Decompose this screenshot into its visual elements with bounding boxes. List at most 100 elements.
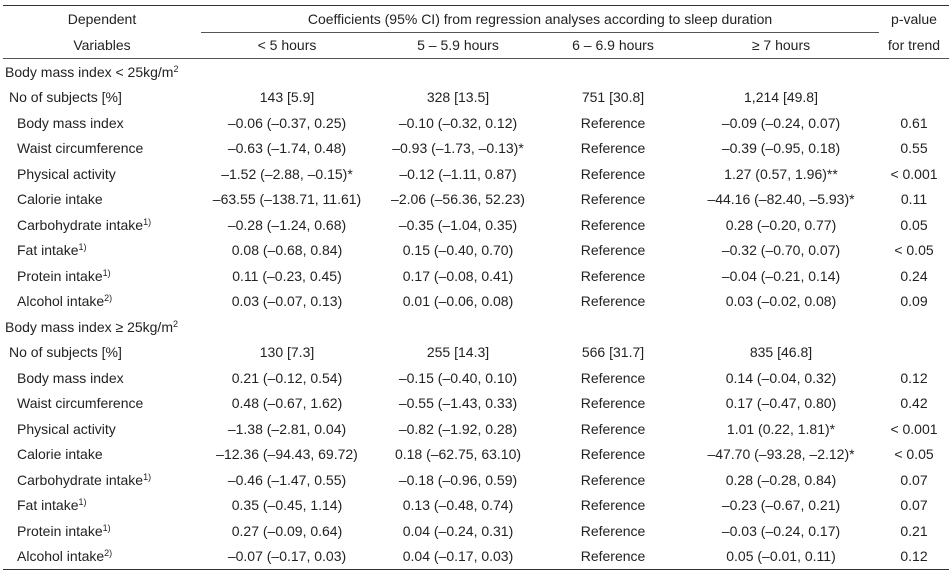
p-value-cell: 0.12 — [879, 543, 949, 570]
subjects-label: No of subjects [%] — [9, 89, 122, 106]
p-value-cell: 0.21 — [900, 522, 928, 539]
subjects-p-empty — [879, 85, 949, 111]
subjects-row: No of subjects [%] 143 [5.9] 328 [13.5] 751… — [3, 85, 949, 111]
coefficient-cell: –1.38 (–2.81, 0.04) — [227, 420, 347, 437]
coefficient-cell: 0.04 (–0.17, 0.03) — [373, 543, 543, 570]
coefficient-cell: –1.52 (–2.88, –0.15)* — [221, 165, 353, 182]
row-label: Fat intake1) — [3, 493, 201, 519]
table-row: Alcohol intake2) 0.03 (–0.07, 0.13) 0.01 (… — [3, 289, 949, 315]
coefficient-cell: 0.35 (–0.45, 1.14) — [231, 497, 343, 514]
p-value-cell: < 0.001 — [890, 420, 938, 437]
p-value-cell: < 0.05 — [894, 446, 934, 463]
coefficient-cell: –0.32 (–0.70, 0.07) — [721, 242, 841, 259]
row-label-footnote: 1) — [78, 242, 87, 253]
row-label: Waist circumference — [3, 391, 201, 417]
coefficient-cell: –0.46 (–1.47, 0.55) — [227, 471, 347, 488]
header-dependent: Dependent — [3, 5, 201, 32]
row-label-text: Carbohydrate intake — [17, 216, 144, 233]
row-label-footnote: 1) — [143, 471, 152, 482]
p-value-cell: < 0.001 — [890, 165, 938, 182]
coefficient-cell: –0.55 (–1.43, 0.33) — [398, 395, 518, 412]
coefficient-cell: 0.05 (–0.01, 0.11) — [683, 543, 879, 570]
coefficient-cell: –0.18 (–0.96, 0.59) — [398, 471, 518, 488]
coefficient-cell: Reference — [580, 242, 646, 259]
header-coefficients: Coefficients (95% CI) from regression an… — [201, 5, 879, 33]
regression-table: Dependent Coefficients (95% CI) from reg… — [3, 5, 949, 570]
row-label: Calorie intake — [3, 187, 201, 213]
row-label-text: Protein intake — [17, 267, 103, 284]
row-label-footnote: 2) — [104, 293, 113, 304]
coefficient-cell: –0.03 (–0.24, 0.17) — [721, 522, 841, 539]
table-row: Body mass index –0.06 (–0.37, 0.25) –0.10 … — [3, 110, 949, 136]
table-row: Carbohydrate intake1) –0.28 (–1.24, 0.68)… — [3, 212, 949, 238]
row-label-text: Calorie intake — [17, 191, 103, 208]
coefficient-cell: –0.15 (–0.40, 0.10) — [398, 369, 518, 386]
coefficient-cell: 0.03 (–0.07, 0.13) — [231, 293, 343, 310]
coefficient-cell: 0.17 (–0.47, 0.80) — [725, 395, 837, 412]
row-label: Physical activity — [3, 416, 201, 442]
group-title-sup: 2 — [173, 63, 179, 74]
row-label: Fat intake1) — [3, 238, 201, 264]
group-title-row: Body mass index < 25kg/m2 — [3, 59, 949, 85]
coefficient-cell: 0.48 (–0.67, 1.62) — [231, 395, 343, 412]
coefficient-cell: 0.27 (–0.09, 0.64) — [231, 522, 343, 539]
p-value-cell: < 0.05 — [894, 242, 934, 259]
row-label-text: Fat intake — [17, 242, 79, 259]
row-label: Waist circumference — [3, 136, 201, 162]
coefficient-cell: Reference — [580, 497, 646, 514]
coefficient-cell: Reference — [580, 267, 646, 284]
header-col-5-5.9: 5 – 5.9 hours — [373, 32, 543, 59]
row-label: Carbohydrate intake1) — [3, 467, 201, 493]
table-row: Fat intake1) 0.08 (–0.68, 0.84) 0.15 (–0.4… — [3, 238, 949, 264]
group-title-text: Body mass index ≥ 25kg/m — [5, 318, 173, 335]
group-title: Body mass index ≥ 25kg/m2 — [3, 314, 949, 340]
coefficient-cell: Reference — [543, 543, 683, 570]
coefficient-cell: –0.28 (–1.24, 0.68) — [227, 216, 347, 233]
group-title-text: Body mass index < 25kg/m — [5, 63, 174, 80]
subjects-value: 751 [30.8] — [581, 89, 645, 106]
row-label-footnote: 1) — [78, 497, 87, 508]
subjects-value: 566 [31.7] — [581, 344, 645, 361]
table-row: Waist circumference –0.63 (–1.74, 0.48) –0… — [3, 136, 949, 162]
coefficient-cell: 0.17 (–0.08, 0.41) — [402, 267, 514, 284]
row-label-footnote: 1) — [143, 216, 152, 227]
group-title-sup: 2 — [172, 318, 178, 329]
coefficient-cell: Reference — [580, 114, 646, 131]
coefficient-cell: –47.70 (–93.28, –2.12)* — [707, 446, 855, 463]
coefficient-cell: –0.04 (–0.21, 0.14) — [721, 267, 841, 284]
row-label: Carbohydrate intake1) — [3, 212, 201, 238]
header-for-trend: for trend — [879, 32, 949, 59]
row-label: Alcohol intake2) — [3, 543, 201, 570]
coefficient-cell: 0.15 (–0.40, 0.70) — [402, 242, 514, 259]
coefficient-cell: Reference — [580, 165, 646, 182]
row-label-text: Body mass index — [17, 114, 124, 131]
row-label: Protein intake1) — [3, 263, 201, 289]
coefficient-cell: –12.36 (–94.43, 69.72) — [216, 446, 358, 463]
subjects-value: 130 [7.3] — [259, 344, 315, 361]
coefficient-cell: –0.12 (–1.11, 0.87) — [399, 165, 517, 182]
row-label: Alcohol intake2) — [3, 289, 201, 315]
table-row: Protein intake1) 0.11 (–0.23, 0.45) 0.17 (… — [3, 263, 949, 289]
coefficient-cell: Reference — [580, 446, 646, 463]
p-value-cell: 0.09 — [900, 293, 928, 310]
coefficient-cell: –0.23 (–0.67, 0.21) — [721, 497, 841, 514]
coefficient-cell: 1.27 (0.57, 1.96)** — [724, 165, 838, 182]
row-label-text: Body mass index — [17, 369, 124, 386]
p-value-cell: 0.07 — [900, 471, 928, 488]
header-pvalue: p-value — [879, 5, 949, 32]
row-label-text: Alcohol intake — [17, 548, 105, 565]
coefficient-cell: Reference — [580, 140, 646, 157]
table-row: Calorie intake –12.36 (–94.43, 69.72) 0.18… — [3, 442, 949, 468]
coefficient-cell: –0.10 (–0.32, 0.12) — [398, 114, 518, 131]
coefficient-cell: Reference — [580, 191, 646, 208]
coefficient-cell: –0.93 (–1.73, –0.13)* — [392, 140, 524, 157]
subjects-value: 1,214 [49.8] — [744, 89, 818, 106]
subjects-row: No of subjects [%] 130 [7.3] 255 [14.3] 566… — [3, 340, 949, 366]
header-col-6-6.9: 6 – 6.9 hours — [543, 32, 683, 59]
table-row: Fat intake1) 0.35 (–0.45, 1.14) 0.13 (–0.4… — [3, 493, 949, 519]
table-row: Calorie intake –63.55 (–138.71, 11.61) –2.… — [3, 187, 949, 213]
coefficient-cell: –0.63 (–1.74, 0.48) — [227, 140, 347, 157]
coefficient-cell: 0.01 (–0.06, 0.08) — [402, 293, 514, 310]
table-body: Body mass index < 25kg/m2 No of subjects … — [3, 59, 949, 570]
coefficient-cell: 0.21 (–0.12, 0.54) — [231, 369, 343, 386]
